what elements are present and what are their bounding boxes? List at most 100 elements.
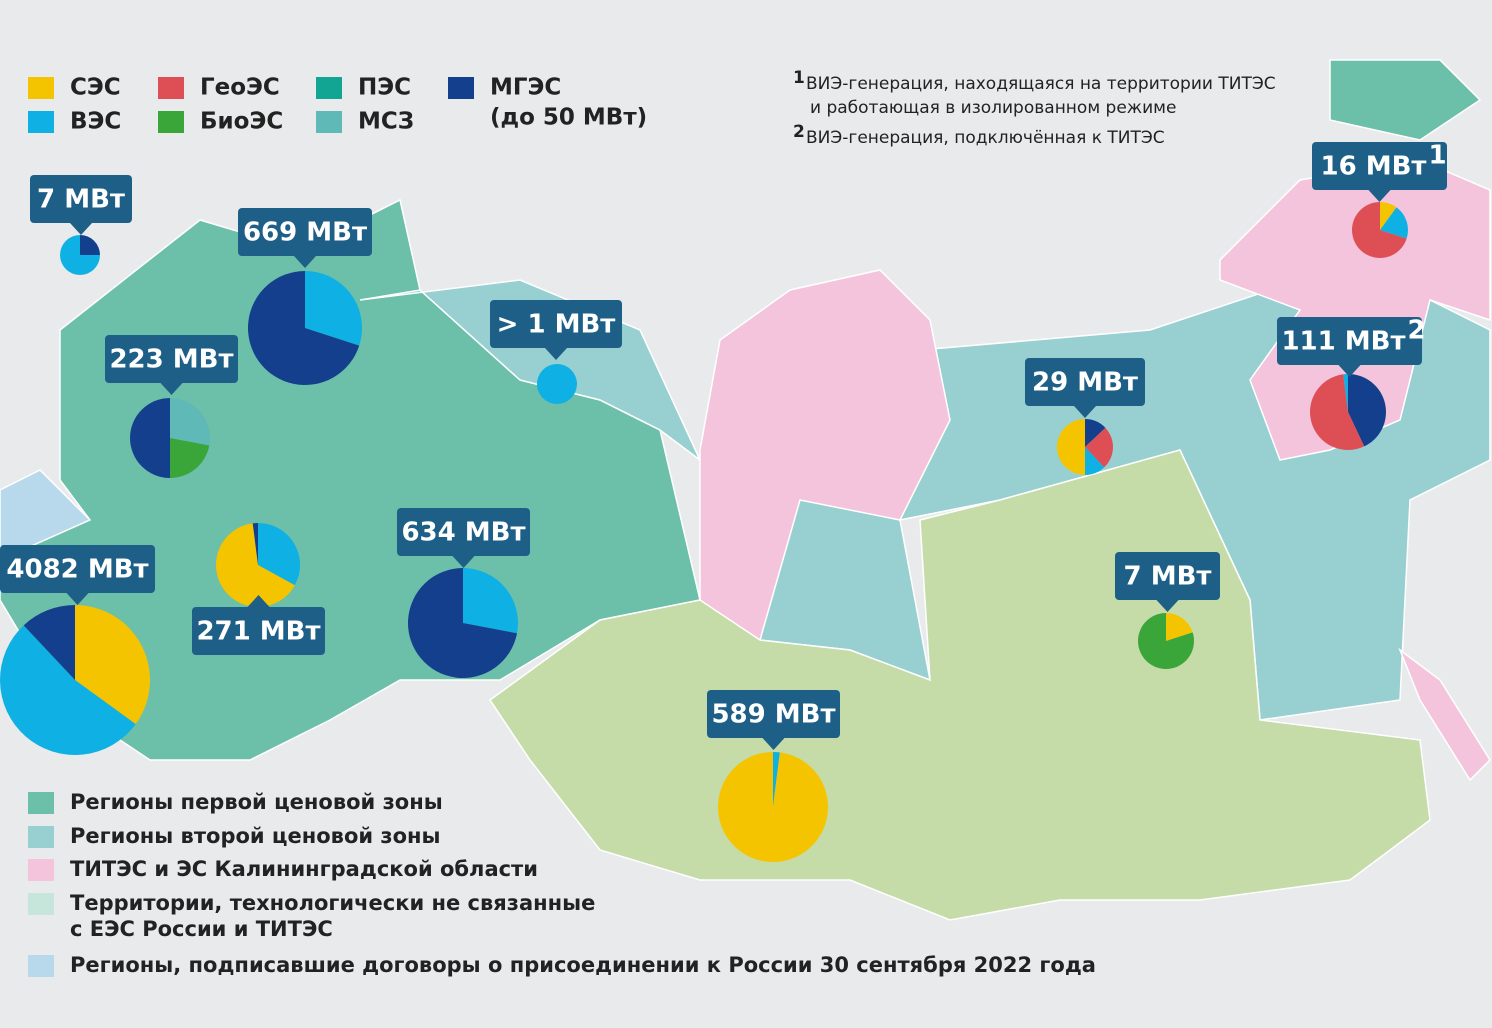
pie: 29 МВт xyxy=(1025,358,1145,475)
pie-slice xyxy=(1380,202,1397,230)
zone-label: Регионы, подписавшие договоры о присоеди… xyxy=(70,953,1096,977)
zone-label: Регионы второй ценовой зоны xyxy=(70,824,441,848)
pie-slice xyxy=(717,752,828,863)
pie: 7 МВт xyxy=(30,175,132,275)
label-box xyxy=(105,335,238,383)
legend-note: (до 50 МВт) xyxy=(490,105,647,131)
footnote-text: ВИЭ-генерация, подключённая к ТИТЭС xyxy=(806,128,1165,148)
label-pointer xyxy=(160,383,183,395)
zone-swatch xyxy=(28,955,54,977)
pie: 4082 МВт xyxy=(0,545,155,755)
footnotes: 1 ВИЭ-генерация, находящаяся на территори… xyxy=(793,68,1276,148)
pie-slice xyxy=(1085,427,1114,468)
legend-swatch xyxy=(158,77,184,99)
label-pointer xyxy=(294,256,316,268)
legend-label: МГЭС xyxy=(490,75,561,101)
pie: 669 МВт xyxy=(238,208,372,385)
label-box xyxy=(490,300,622,348)
label-pointer xyxy=(1338,365,1361,377)
pie-label: 7 МВт xyxy=(37,185,125,215)
pie-label-note: 2 xyxy=(1408,316,1426,346)
zone-label: Регионы первой ценовой зоны xyxy=(70,790,443,814)
legend-label: МСЗ xyxy=(358,109,414,135)
label-pointer xyxy=(545,348,567,360)
legend-swatch xyxy=(316,111,342,133)
label-pointer xyxy=(1074,406,1096,418)
pie-slice xyxy=(75,605,151,725)
legend-swatch xyxy=(158,111,184,133)
pie-slice xyxy=(23,605,76,680)
pie-slice xyxy=(463,568,518,634)
pie-label: 4082 МВт xyxy=(6,555,148,585)
legend-label: ВЭС xyxy=(70,109,121,135)
legend-label: ПЭС xyxy=(358,75,411,101)
pie-slice xyxy=(80,235,100,255)
label-pointer xyxy=(452,556,475,568)
region-chukotka xyxy=(1329,59,1482,141)
footnote-mark: 2 xyxy=(793,122,805,142)
pie-slice xyxy=(0,625,136,755)
pie-slice xyxy=(305,271,363,346)
label-box xyxy=(1025,358,1145,406)
label-pointer xyxy=(247,595,270,607)
pie-slice xyxy=(258,523,300,586)
pie: 634 МВт xyxy=(397,508,530,678)
pie-slice xyxy=(1343,374,1348,412)
label-pointer xyxy=(66,593,89,605)
pie-slice xyxy=(1085,419,1106,447)
label-box xyxy=(238,208,372,256)
pie: 589 МВт xyxy=(707,690,840,863)
pie-slice xyxy=(1166,613,1193,641)
pie-label: > 1 МВт xyxy=(497,310,616,340)
pie-label: 111 МВт xyxy=(1281,327,1405,357)
footnote-text: ВИЭ-генерация, находящаяся на территории… xyxy=(806,74,1276,94)
footnote-mark: 1 xyxy=(793,68,805,88)
pie-slice xyxy=(1348,374,1387,447)
label-box xyxy=(397,508,530,556)
legend-label: СЭС xyxy=(70,75,121,101)
legend-label: ГеоЭС xyxy=(200,75,280,101)
pie-slice xyxy=(1352,202,1407,258)
pie-slice xyxy=(407,568,518,678)
zone-swatch xyxy=(28,792,54,814)
label-box xyxy=(1277,317,1422,365)
pie-slice xyxy=(170,398,211,446)
label-pointer xyxy=(1368,190,1391,202)
pie-label: 634 МВт xyxy=(401,518,525,548)
label-box xyxy=(1312,142,1447,190)
pie-slice xyxy=(252,523,258,565)
pie-slice xyxy=(1057,419,1085,475)
pie: 111 МВт 2 xyxy=(1277,316,1426,450)
zone-label: Территории, технологически не связанные xyxy=(70,891,595,915)
label-box xyxy=(1115,552,1220,600)
pie-slice xyxy=(1138,613,1195,670)
pie: 223 МВт xyxy=(105,335,238,478)
legend-swatch xyxy=(316,77,342,99)
legend-swatch xyxy=(28,111,54,133)
zone-swatch xyxy=(28,893,54,915)
zone-label: с ЕЭС России и ТИТЭС xyxy=(70,917,333,941)
pie-label: 589 МВт xyxy=(711,700,835,730)
pie: > 1 МВт xyxy=(490,300,622,404)
region-tites xyxy=(699,269,951,642)
pie-label: 16 МВт xyxy=(1321,152,1427,182)
pie-slice xyxy=(1310,374,1365,450)
footnote-text: и работающая в изолированном режиме xyxy=(810,98,1176,118)
region-tites xyxy=(1398,647,1491,782)
zone-label: ТИТЭС и ЭС Калининградской области xyxy=(70,857,538,881)
zone-swatch xyxy=(28,826,54,848)
pie-slice xyxy=(170,438,210,478)
label-pointer xyxy=(762,738,785,750)
label-pointer xyxy=(70,223,92,235)
pie-label-note: 1 xyxy=(1429,141,1447,171)
pie-slice xyxy=(130,398,170,478)
pie-label: 669 МВт xyxy=(243,218,367,248)
label-box xyxy=(0,545,155,593)
pie-slice xyxy=(215,523,295,607)
pie-slice xyxy=(537,364,577,404)
legend-label: БиоЭС xyxy=(200,109,283,135)
legend-swatch xyxy=(28,77,54,99)
pie-slice xyxy=(248,271,360,385)
zone-legend: Регионы первой ценовой зоны Регионы второ… xyxy=(28,790,1096,977)
legend-swatch xyxy=(448,77,474,99)
